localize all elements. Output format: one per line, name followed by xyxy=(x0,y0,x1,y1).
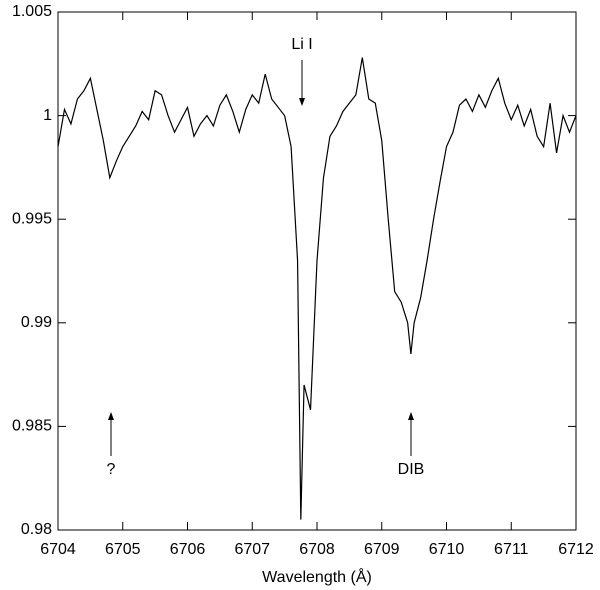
annotation-arrowhead xyxy=(299,98,305,106)
x-tick-label: 6705 xyxy=(105,541,141,558)
spectrum-line xyxy=(57,57,577,520)
x-tick-label: 6710 xyxy=(429,541,465,558)
y-tick-label: 0.99 xyxy=(21,314,52,331)
annotation: ? xyxy=(107,461,116,478)
y-tick-label: 0.995 xyxy=(12,210,52,227)
x-tick-label: 6709 xyxy=(364,541,400,558)
annotation-arrowhead xyxy=(108,412,114,420)
x-tick-label: 6704 xyxy=(40,541,76,558)
x-tick-label: 6706 xyxy=(170,541,206,558)
x-tick-label: 6707 xyxy=(234,541,270,558)
y-tick-label: 0.985 xyxy=(12,418,52,435)
x-axis-label: Wavelength (Å) xyxy=(262,567,372,586)
x-tick-label: 6712 xyxy=(558,541,594,558)
annotation-arrowhead xyxy=(408,412,414,420)
x-tick-label: 6711 xyxy=(494,541,529,558)
y-tick-label: 1 xyxy=(43,107,52,124)
annotation: DIB xyxy=(398,461,425,478)
y-tick-label: 0.98 xyxy=(21,521,52,538)
y-tick-label: 1.005 xyxy=(12,3,52,20)
annotation: Li I xyxy=(291,36,312,53)
x-tick-label: 6708 xyxy=(299,541,335,558)
